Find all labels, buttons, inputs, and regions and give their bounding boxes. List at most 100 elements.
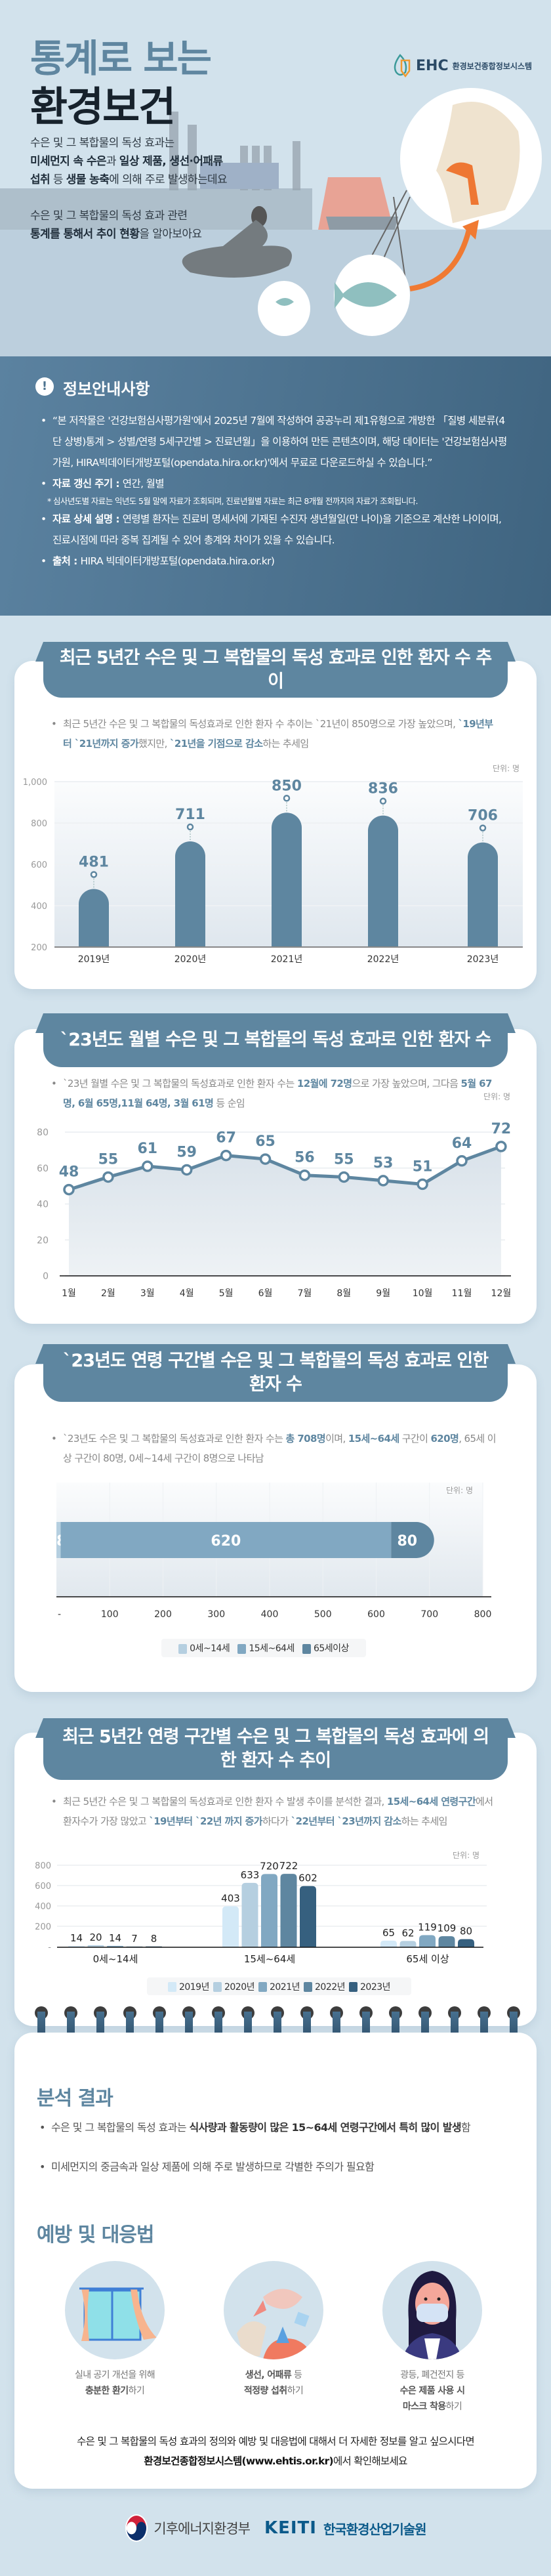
x-tick-label: 9월 (376, 1288, 390, 1299)
data-label: 403 (221, 1893, 240, 1905)
caption-line: 실내 공기 개선을 위해 (43, 2367, 187, 2383)
data-label: 620 (211, 1533, 241, 1550)
x-tick-label: 65세 이상 (406, 1953, 449, 1965)
info-list: “본 저작물은 '건강보험심사평가원'에서 2025년 7월에 작성하여 공공누… (41, 410, 513, 572)
intro-line: 수은 및 그 복합물의 독성 효과는 (30, 134, 227, 152)
series-line (68, 1145, 502, 1191)
unit-label: 단위: 명 (493, 764, 520, 773)
data-label: 7 (131, 1933, 138, 1945)
ministry-name: 기후에너지환경부 (153, 2521, 251, 2537)
legend-item: 2021년 (258, 1980, 300, 1993)
chart-title-monthly: `23년도 월별 수은 및 그 복합물의 독성 효과로 인한 환자 수 (43, 1013, 508, 1067)
legend-label: 2019년 (178, 1981, 210, 1993)
legend-swatch (302, 1643, 311, 1654)
data-label: 109 (438, 1922, 457, 1934)
data-point (298, 1169, 311, 1181)
text-segment: 하기 (128, 2386, 145, 2396)
x-tick-label: 2021년 (271, 954, 303, 965)
caption-line: 광등, 폐건전지 등 (360, 2367, 504, 2383)
bar (175, 841, 205, 947)
caption-line: 마스크 착용하기 (360, 2399, 504, 2415)
hero-title-line2: 환경보건 (30, 83, 176, 131)
age-stacked-bar-chart: -100200300400500600700800862080 (56, 1483, 492, 1620)
text-segment: 연령별 환자는 진료비 명세서에 기재된 수진자 생년월일(만 나이)을 기준으… (52, 513, 502, 546)
highlight-text: 5월 67명, 6월 65명,11월 64명, 3월 61명 (63, 1078, 492, 1109)
chart-title-age-yearly: 최근 5년간 연령 구간별 수은 및 그 복합물의 독성 효과에 의한 환자 수… (43, 1718, 508, 1780)
data-label: 633 (241, 1869, 260, 1881)
x-tick-label: 600 (367, 1609, 385, 1620)
unit-label: 단위: 명 (453, 1851, 480, 1860)
text-segment: 수은 및 그 복합물의 독성 효과 관련 (30, 209, 188, 222)
x-tick-label: 4월 (180, 1288, 194, 1299)
text-segment: `23년 월별 수은 및 그 복합물의 독성효과로 인한 환자 수는 (63, 1078, 297, 1089)
hero-intro-1: 수은 및 그 복합물의 독성 효과는 미세먼지 속 수은과 일상 제품, 생선·… (30, 134, 228, 189)
x-tick-label: 2022년 (367, 954, 399, 965)
data-label: 51 (413, 1158, 433, 1175)
x-tick-label: 700 (420, 1609, 438, 1620)
analysis-heading: 분석 결과 (37, 2087, 113, 2110)
info-notice-section: ! 정보안내사항 “본 저작물은 '건강보험심사평가원'에서 2025년 7월에… (0, 356, 551, 616)
legend-label: 65세이상 (313, 1643, 349, 1654)
value-dot (479, 824, 487, 832)
ehc-logo-mark: EHC (416, 57, 449, 74)
y-tick-label: - (48, 1943, 51, 1953)
text-segment: “본 저작물은 '건강보험심사평가원'에서 2025년 7월에 작성하여 공공누… (52, 415, 507, 469)
highlight-text: 12월에 72명 (296, 1078, 352, 1089)
text-segment: 최근 5년간 수은 및 그 복합물의 독성효과로 인한 환자 수 추이는 `21… (63, 718, 459, 730)
text-segment: 과 (106, 155, 119, 168)
person-head-icon (436, 102, 520, 223)
legend-swatch (167, 1982, 176, 1992)
x-tick-label: 3월 (140, 1288, 155, 1299)
legend-label: 0세~14세 (190, 1643, 230, 1654)
bar (87, 1945, 104, 1947)
legend-item: 2022년 (304, 1980, 346, 1993)
text-segment: 실내 공기 개선을 위해 (74, 2370, 155, 2380)
intro-line: 수은 및 그 복합물의 독성 효과 관련 (30, 207, 201, 225)
text-segment: 등 (291, 2370, 302, 2380)
data-label: 711 (175, 807, 205, 823)
mask-person-icon (382, 2261, 482, 2359)
small-fish-circle (258, 281, 310, 336)
x-tick-label: 2019년 (78, 954, 110, 965)
x-tick-label: 7월 (298, 1288, 312, 1299)
x-tick-label: 11월 (452, 1288, 472, 1299)
text-segment: 하기 (287, 2386, 304, 2396)
closing-line-link[interactable]: 환경보건종합정보시스템(www.ehtis.or.kr)에서 확인해보세요 (14, 2451, 537, 2471)
data-label: 14 (70, 1932, 83, 1944)
highlight-text: `19년부터 `21년까지 증가 (63, 718, 493, 750)
text-segment: 구간이 (399, 1433, 431, 1445)
text-segment: 광등, 폐건전지 등 (400, 2370, 464, 2380)
prevention-heading: 예방 및 대응법 (37, 2224, 154, 2247)
highlight-text: 15세~64세 연령구간 (386, 1796, 476, 1807)
highlight-text: 생선, 어패류 (245, 2370, 292, 2380)
prevention-caption: 생선, 어패류 등 적정량 섭취하기 (201, 2367, 346, 2399)
text-segment: 에 의해 주로 발생하는데요 (109, 173, 228, 186)
bar (272, 813, 302, 947)
year-legend: 2019년 2020년 2021년 2022년 2023년 (147, 1977, 411, 1995)
y-tick-label: 600 (31, 860, 47, 870)
text-segment: 등 (50, 173, 66, 186)
chart-description: `23년 월별 수은 및 그 복합물의 독성효과로 인한 환자 수는 12월에 … (51, 1074, 504, 1113)
hero-illustration (169, 88, 542, 336)
bar (399, 1941, 417, 1947)
chart-description: 최근 5년간 수은 및 그 복합물의 독성효과로 인한 환자 수 발생 추이를 … (51, 1792, 497, 1831)
y-tick-label: 80 (37, 1128, 49, 1138)
chart-title-age-2023: `23년도 연령 구간별 수은 및 그 복합물의 독성 효과로 인한 환자 수 (43, 1344, 508, 1402)
keiti-name: 한국환경산업기술원 (323, 2521, 427, 2537)
x-tick-label: 0세~14세 (93, 1953, 138, 1965)
y-tick-label: 0 (43, 1271, 49, 1282)
bar (368, 815, 398, 947)
legend-item: 65세이상 (302, 1641, 349, 1655)
x-tick-label: 800 (474, 1609, 492, 1620)
highlight-text: 적정량 섭취 (243, 2386, 287, 2396)
text-segment: 연간, 월별 (122, 478, 165, 490)
data-label: 62 (401, 1927, 414, 1939)
window-ventilation-icon (65, 2261, 165, 2359)
highlight-text: 일상 제품, 생선·어패류 (119, 155, 223, 168)
y-tick-label: 400 (35, 1902, 51, 1912)
text-segment: * 심사년도별 자료는 익년도 5월 말에 자료가 조회되며, 진료년월별 자료… (47, 496, 418, 506)
text-segment: 함 (460, 2121, 471, 2134)
data-label: 8 (151, 1933, 157, 1945)
chart-description: `23년도 수은 및 그 복합물의 독성효과로 인한 환자 수는 총 708명이… (51, 1429, 497, 1468)
